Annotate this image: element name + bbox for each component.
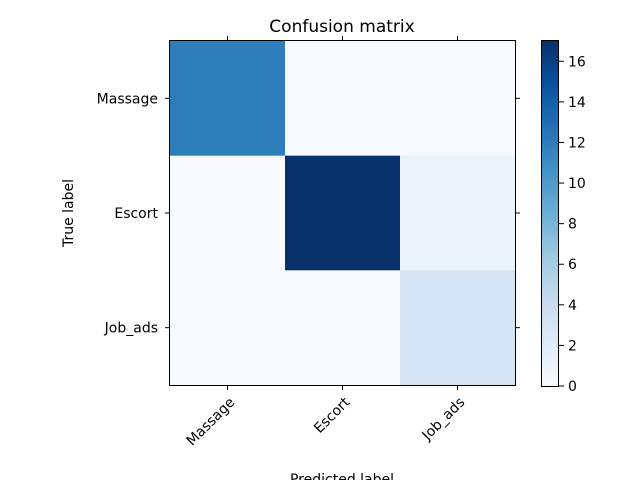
x-tick-label: Escort (311, 394, 354, 437)
colorbar-tick-label: 2 (568, 338, 577, 354)
chart-title: Confusion matrix (269, 17, 414, 37)
colorbar-tick-label: 10 (568, 176, 586, 192)
colorbar-tick-label: 6 (568, 257, 577, 273)
heatmap-cell (400, 41, 516, 157)
colorbar-tick-label: 4 (568, 298, 577, 314)
heatmap-cell (400, 270, 516, 386)
colorbar-ticks: 0 2 4 6 8 10 12 14 16 (559, 54, 586, 395)
y-tick-label: Massage (97, 91, 158, 107)
heatmap-cell (285, 41, 401, 157)
x-tick-label: Massage (184, 395, 239, 450)
y-tick-label: Escort (114, 206, 158, 222)
heatmap-cell (285, 155, 401, 271)
heatmap-cell (170, 270, 286, 386)
x-axis-label: Predicted label (290, 472, 394, 480)
y-tick-label: Job_ads (104, 321, 158, 337)
heatmap-cell (170, 155, 286, 271)
heatmap-cell (170, 41, 286, 157)
colorbar (541, 40, 559, 387)
heatmap-cells (170, 41, 516, 386)
colorbar-tick-label: 14 (568, 95, 586, 111)
colorbar-tick-label: 16 (568, 54, 586, 70)
heatmap-cell (285, 270, 401, 386)
colorbar-tick-label: 8 (568, 217, 577, 233)
y-axis-ticks: Massage Escort Job_ads (97, 91, 520, 337)
x-tick-label: Job_ads (419, 395, 469, 445)
y-axis-label: True label (61, 179, 77, 248)
colorbar-tick-label: 12 (568, 135, 586, 151)
heatmap-cell (400, 155, 516, 271)
colorbar-tick-label: 0 (568, 379, 577, 395)
